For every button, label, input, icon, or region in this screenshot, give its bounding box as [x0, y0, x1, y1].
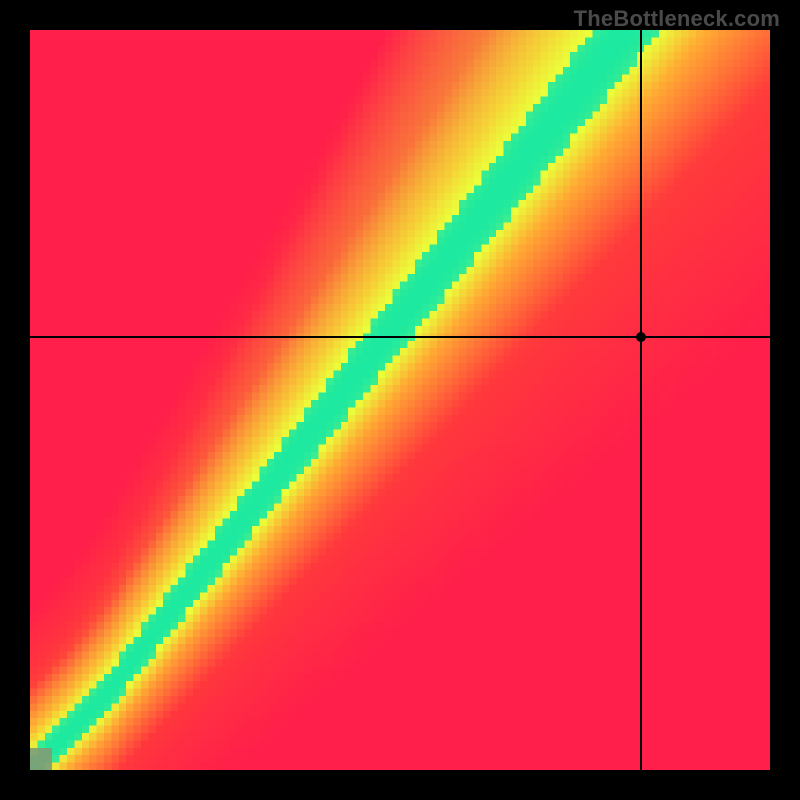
chart-container: TheBottleneck.com — [0, 0, 800, 800]
crosshair-marker — [636, 332, 646, 342]
bottleneck-heatmap — [30, 30, 770, 770]
crosshair-horizontal — [30, 336, 770, 338]
watermark-label: TheBottleneck.com — [574, 6, 780, 32]
crosshair-vertical — [640, 30, 642, 770]
